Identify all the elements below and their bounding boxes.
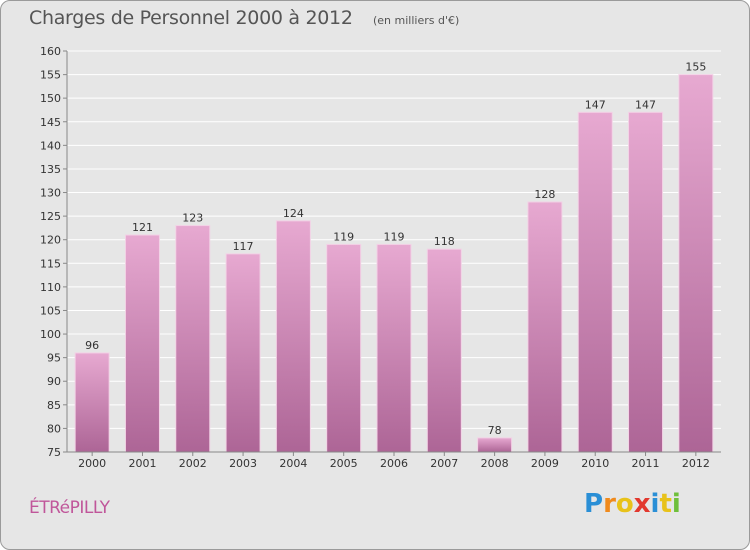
y-tick-label: 115	[40, 257, 61, 270]
bar	[477, 437, 513, 453]
data-label: 78	[488, 424, 502, 437]
x-tick-label: 2010	[581, 457, 609, 470]
data-label: 119	[384, 230, 405, 243]
bar	[124, 234, 160, 453]
bar	[275, 220, 311, 453]
x-tick-label: 2000	[78, 457, 106, 470]
y-tick-label: 110	[40, 281, 61, 294]
data-label: 121	[132, 221, 153, 234]
x-tick-label: 2005	[330, 457, 358, 470]
y-tick-label: 130	[40, 187, 61, 200]
bar	[74, 352, 110, 453]
y-tick-label: 120	[40, 234, 61, 247]
x-tick-label: 2003	[229, 457, 257, 470]
x-tick-label: 2009	[531, 457, 559, 470]
bar	[376, 243, 412, 453]
y-tick-label: 135	[40, 163, 61, 176]
x-tick-label: 2002	[179, 457, 207, 470]
bar	[175, 225, 211, 453]
chart-subtitle: (en milliers d'€)	[373, 14, 460, 27]
y-tick-label: 140	[40, 139, 61, 152]
logo-letter: i	[671, 489, 681, 519]
y-tick-label: 125	[40, 210, 61, 223]
x-tick-label: 2004	[279, 457, 307, 470]
x-tick-label: 2011	[632, 457, 660, 470]
place-name: ÉTRéPILLY	[29, 498, 110, 518]
data-label: 123	[182, 212, 203, 225]
logo-letter: r	[603, 489, 616, 519]
bar	[527, 201, 563, 453]
x-tick-label: 2012	[682, 457, 710, 470]
y-tick-label: 105	[40, 304, 61, 317]
proxiti-logo: Proxiti	[584, 489, 681, 519]
y-tick-label: 75	[47, 446, 61, 459]
logo-letter: i	[650, 489, 660, 519]
data-label: 117	[233, 240, 254, 253]
y-tick-label: 145	[40, 116, 61, 129]
y-tick-label: 150	[40, 92, 61, 105]
bar	[225, 253, 261, 453]
data-label: 96	[85, 339, 99, 352]
y-tick-label: 100	[40, 328, 61, 341]
logo-letter: t	[659, 489, 672, 519]
y-tick-label: 80	[47, 422, 61, 435]
x-tick-label: 2006	[380, 457, 408, 470]
data-label: 119	[333, 230, 354, 243]
logo-letter: o	[615, 489, 634, 519]
bar	[326, 243, 362, 453]
bar	[577, 111, 613, 453]
y-tick-label: 85	[47, 399, 61, 412]
y-tick-label: 95	[47, 352, 61, 365]
bar	[426, 248, 462, 453]
bar	[628, 111, 664, 453]
data-label: 155	[685, 61, 706, 74]
logo-letter: P	[584, 489, 604, 519]
data-label: 147	[635, 98, 656, 111]
x-tick-label: 2007	[430, 457, 458, 470]
x-tick-label: 2008	[481, 457, 509, 470]
data-label: 124	[283, 207, 304, 220]
x-tick-label: 2001	[128, 457, 156, 470]
data-label: 118	[434, 235, 455, 248]
data-label: 147	[585, 98, 606, 111]
chart-title: Charges de Personnel 2000 à 2012	[29, 7, 353, 29]
y-tick-label: 160	[40, 45, 61, 58]
bar	[678, 74, 714, 453]
logo-letter: x	[633, 489, 651, 519]
y-tick-label: 90	[47, 375, 61, 388]
data-label: 128	[534, 188, 555, 201]
y-tick-label: 155	[40, 69, 61, 82]
